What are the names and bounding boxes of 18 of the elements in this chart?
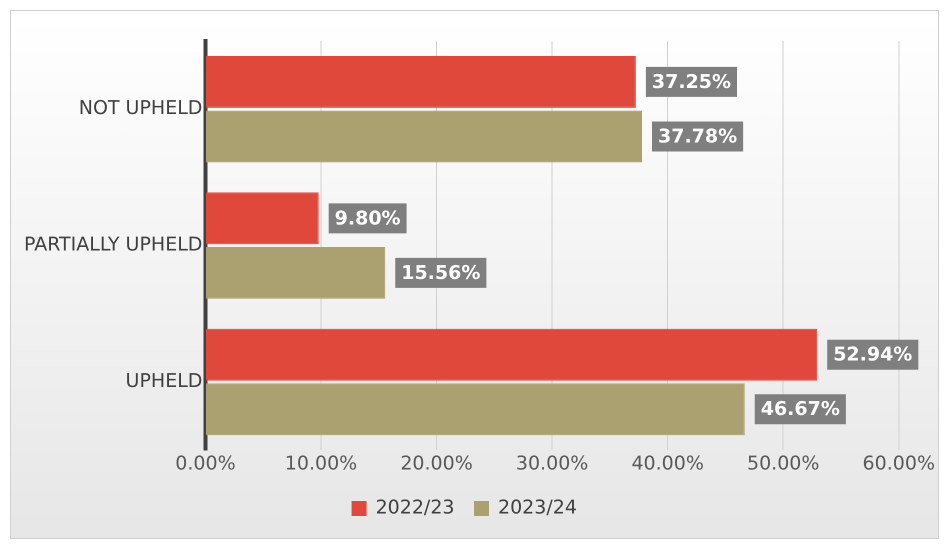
y-tick-label: UPHELD	[126, 370, 202, 392]
x-tick-label: 50.00%	[746, 452, 820, 475]
data-label: 37.78%	[658, 125, 738, 148]
y-tick-label: PARTIALLY UPHELD	[24, 234, 202, 256]
legend-label: 2022/23	[376, 496, 455, 518]
x-tick-label: 60.00%	[862, 452, 936, 475]
legend-label: 2023/24	[498, 496, 577, 518]
data-label: 52.94%	[833, 344, 912, 366]
x-tick-label: 0.00%	[175, 452, 236, 475]
data-label: 9.80%	[334, 207, 401, 230]
data-label: 15.56%	[401, 262, 480, 284]
x-tick-label: 40.00%	[631, 452, 704, 475]
x-tick-label: 20.00%	[400, 452, 473, 475]
y-tick-label: NOT UPHELD	[78, 97, 202, 120]
data-label: 46.67%	[760, 398, 840, 420]
x-tick-label: 30.00%	[516, 452, 588, 475]
data-label: 37.25%	[652, 70, 732, 93]
x-tick-label: 10.00%	[284, 452, 358, 475]
